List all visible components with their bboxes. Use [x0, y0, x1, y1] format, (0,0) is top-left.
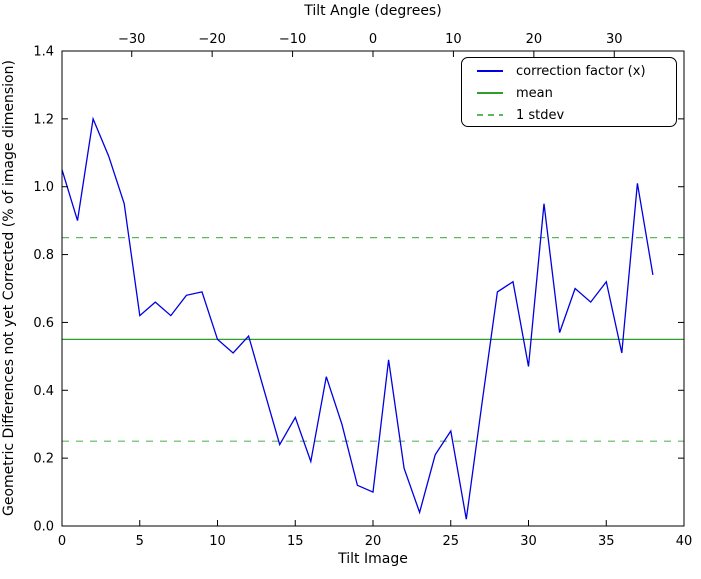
- y-tick-label: 0.8: [33, 248, 54, 263]
- top-tick-label: 0: [369, 32, 377, 47]
- top-axis-label: Tilt Angle (degrees): [304, 3, 442, 19]
- x-tick-label: 10: [209, 534, 226, 549]
- x-tick-label: 40: [676, 534, 693, 549]
- x-tick-label: 0: [58, 534, 66, 549]
- legend-entry-mean: mean: [462, 82, 676, 104]
- y-tick-label: 1.2: [33, 112, 54, 127]
- legend-line-sample-solid-blue: [477, 70, 503, 72]
- y-tick-label: 0.0: [33, 520, 54, 535]
- x-tick-label: 25: [442, 534, 459, 549]
- top-tick-label: 20: [526, 32, 543, 47]
- legend-entry-stdev: 1 stdev: [462, 104, 676, 126]
- legend-entry-correction-factor: correction factor (x): [462, 60, 676, 82]
- y-axis-label: Geometric Differences not yet Corrected …: [1, 60, 17, 517]
- top-tick-label: 30: [606, 32, 623, 47]
- legend: correction factor (x) mean 1 stdev: [461, 57, 677, 127]
- x-tick-label: 35: [598, 534, 615, 549]
- legend-label: 1 stdev: [516, 107, 565, 123]
- x-tick-label: 5: [136, 534, 144, 549]
- top-tick-label: −30: [118, 32, 145, 47]
- top-tick-label: −20: [198, 32, 225, 47]
- y-tick-label: 0.2: [33, 452, 54, 467]
- legend-line-sample-solid-green: [477, 92, 503, 94]
- x-tick-label: 30: [520, 534, 537, 549]
- legend-label: correction factor (x): [516, 63, 646, 79]
- y-tick-label: 0.6: [33, 316, 54, 331]
- x-tick-label: 15: [287, 534, 304, 549]
- top-tick-label: −10: [279, 32, 306, 47]
- y-tick-label: 0.4: [33, 384, 54, 399]
- correction-factor-line: [61, 116, 654, 520]
- legend-label: mean: [516, 85, 553, 101]
- x-tick-label: 20: [365, 534, 382, 549]
- x-axis-label: Tilt Image: [338, 551, 408, 567]
- top-tick-label: 10: [445, 32, 462, 47]
- y-tick-label: 1.4: [33, 45, 54, 60]
- legend-line-sample-dashed-green: [477, 114, 503, 116]
- y-tick-label: 1.0: [33, 180, 54, 195]
